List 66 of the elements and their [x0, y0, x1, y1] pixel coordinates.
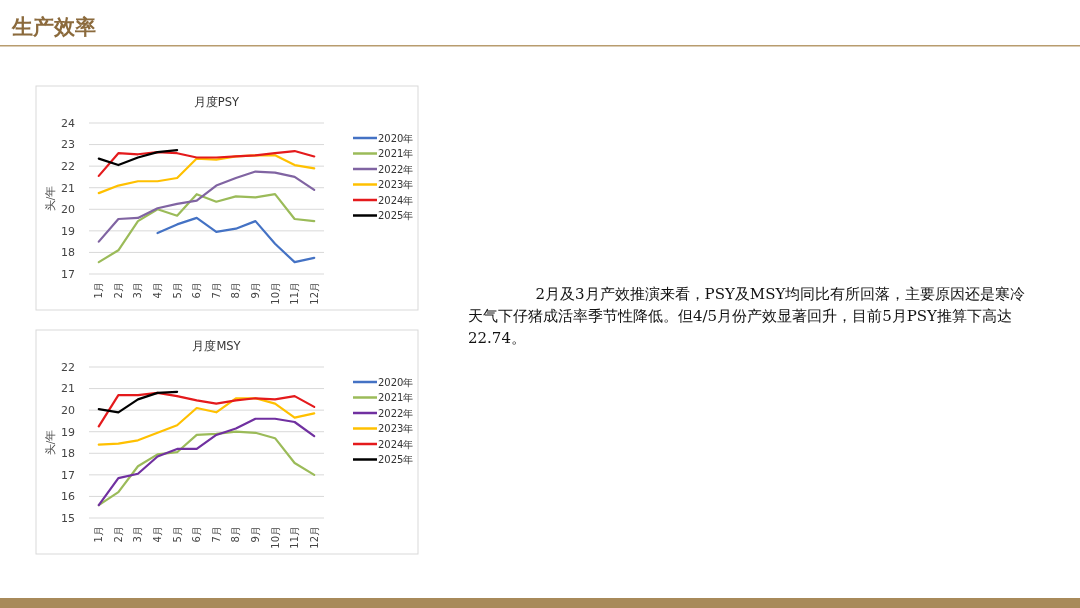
line-series — [97, 193, 316, 264]
line-series — [97, 149, 179, 167]
x-tick-label: 6月 — [191, 526, 203, 543]
x-tick-label: 8月 — [230, 526, 242, 543]
y-tick-label: 22 — [61, 159, 75, 173]
x-tick-label: 12月 — [308, 526, 320, 549]
line-series — [97, 390, 179, 414]
x-tick-label: 3月 — [132, 526, 144, 543]
x-tick-label: 8月 — [230, 282, 242, 299]
legend-label: 2022年 — [378, 407, 414, 419]
x-tick-label: 6月 — [191, 282, 203, 299]
x-tick-label: 5月 — [171, 282, 183, 299]
y-tick-label: 23 — [61, 138, 75, 152]
x-tick-label: 9月 — [249, 282, 261, 299]
x-tick-label: 2月 — [112, 526, 124, 543]
x-tick-label: 4月 — [152, 526, 164, 543]
line-series — [97, 391, 316, 428]
x-tick-label: 5月 — [171, 526, 183, 543]
line-series — [97, 397, 316, 446]
y-tick-label: 18 — [61, 246, 75, 260]
x-tick-label: 11月 — [289, 526, 301, 549]
legend-label: 2020年 — [378, 132, 414, 144]
legend-label: 2025年 — [378, 210, 414, 221]
legend-label: 2021年 — [378, 392, 414, 403]
text: 生产效率 — [11, 15, 96, 39]
legend-label: 2024年 — [378, 438, 414, 450]
legend-label: 2023年 — [378, 423, 414, 434]
y-tick-label: 24 — [61, 116, 75, 130]
y-axis-title: 头/年 — [43, 185, 56, 212]
line-series — [97, 149, 316, 177]
y-tick-label: 19 — [61, 224, 75, 238]
y-tick-label: 20 — [61, 403, 75, 417]
x-tick-label: 10月 — [269, 282, 281, 305]
y-tick-label: 21 — [61, 181, 75, 195]
chart-title: 月度PSY — [193, 95, 241, 109]
legend-label: 2021年 — [378, 148, 414, 159]
x-tick-label: 7月 — [210, 282, 222, 299]
x-tick-label: 9月 — [249, 526, 261, 543]
y-tick-label: 21 — [61, 382, 75, 396]
x-tick-label: 1月 — [93, 282, 105, 299]
y-tick-label: 22 — [61, 360, 75, 374]
y-tick-label: 19 — [61, 425, 75, 439]
y-tick-label: 18 — [61, 447, 75, 461]
x-tick-label: 12月 — [308, 282, 320, 305]
legend-label: 2025年 — [378, 454, 414, 465]
legend-label: 2022年 — [378, 163, 414, 175]
y-tick-label: 17 — [61, 468, 75, 482]
y-tick-label: 15 — [61, 511, 75, 525]
x-tick-label: 11月 — [289, 282, 301, 305]
x-tick-label: 3月 — [132, 282, 144, 299]
line-series — [156, 216, 316, 264]
y-tick-label: 20 — [61, 203, 75, 217]
chart-title: 月度MSY — [192, 339, 242, 353]
legend-label: 2023年 — [378, 179, 414, 190]
y-tick-label: 17 — [61, 267, 75, 281]
x-tick-label: 1月 — [93, 526, 105, 543]
line-series — [97, 170, 316, 243]
y-axis-title: 头/年 — [43, 429, 56, 456]
x-tick-label: 10月 — [269, 526, 281, 549]
legend-label: 2020年 — [378, 376, 414, 388]
legend-label: 2024年 — [378, 194, 414, 206]
x-tick-label: 4月 — [152, 282, 164, 299]
x-tick-label: 2月 — [112, 282, 124, 299]
x-tick-label: 7月 — [210, 526, 222, 543]
y-tick-label: 16 — [61, 490, 75, 504]
text: 2月及3月产效推演来看，PSY及MSY均同比有所回落，主要原因还是寒冷天气下仔猪成活率季节性降低。但4/5月份产效显著回升，目前5月PSY推算下高达22.74。 — [468, 284, 1027, 349]
